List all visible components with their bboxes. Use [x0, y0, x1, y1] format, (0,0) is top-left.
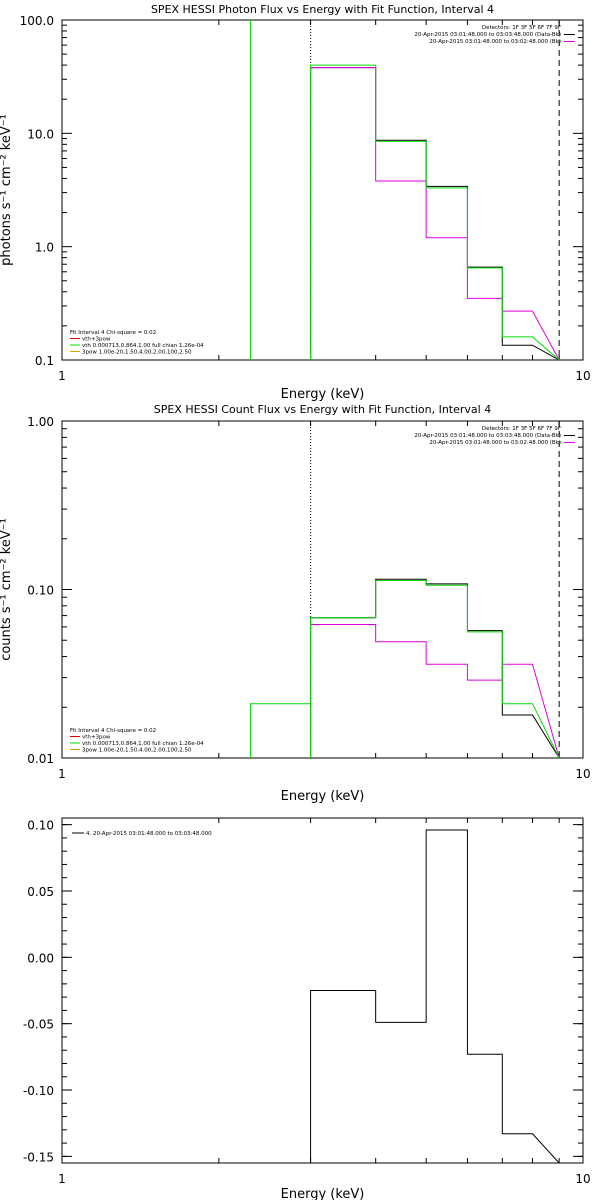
y-tick-label: 0.01 [27, 752, 54, 766]
y-tick-label: 0.1 [35, 354, 54, 368]
chart-title-2: SPEX HESSI Count Flux vs Energy with Fit… [154, 403, 491, 416]
plot-data-1 [249, 20, 560, 360]
legend-fit-entry: Fit Interval 4 Chi-square = 0.02 [70, 728, 156, 734]
plot-data-2 [249, 421, 560, 758]
chart-title-1: SPEX HESSI Photon Flux vs Energy with Fi… [151, 3, 494, 16]
plot-frame-2 [61, 420, 584, 759]
y-tick-label: 1.0 [35, 241, 54, 255]
legend-bkg-interval: 20-Apr-2015 03:01:48.000 to 03:02:48.000… [429, 39, 561, 45]
y-tick-label: 0.10 [27, 819, 54, 833]
legend-fit-entry: vth 0.000713,0.864,1.00 full chian 1.26e… [82, 741, 204, 747]
plot-frame-3 [61, 817, 584, 1164]
series-step-model [310, 580, 560, 758]
legend-residual-entry: 4. 20-Apr-2015 03:01:48.000 to 03:03:48.… [86, 831, 212, 837]
legend-fit-entry: 3pow 1.00e-20,1.50,4.00,2.00,100,2.50 [82, 350, 192, 356]
legend-fit-entry: vth+3pow [82, 337, 111, 343]
series-step-model [310, 64, 560, 360]
y-axis-label-1: photons s⁻¹ cm⁻² keV⁻¹ [0, 114, 14, 266]
x-tick-label: 10 [575, 767, 590, 781]
y-tick-label: -0.05 [23, 1018, 54, 1032]
series-step-4-20-apr-2015-03-01-48-000-to-03-03-48-000 [310, 829, 560, 1163]
x-tick-label: 10 [575, 1172, 590, 1186]
y-tick-label: 10.0 [27, 127, 54, 141]
legend-data-interval: 20-Apr-2015 03:01:48.000 to 03:03:48.000… [414, 433, 561, 439]
plot-data-3 [310, 829, 560, 1163]
y-tick-label: 0.00 [27, 951, 54, 965]
x-axis-label-1: Energy (keV) [281, 387, 365, 402]
series-step-data [310, 578, 560, 758]
y-tick-label: -0.15 [23, 1150, 54, 1164]
legend-detectors: Detectors: 1F 3F 5F 6F 7F 9F [482, 25, 561, 31]
x-tick-label: 1 [58, 369, 66, 383]
model-low-bin-step [249, 703, 312, 758]
series-step-bkg [310, 67, 560, 360]
y-tick-label: 1.00 [27, 415, 54, 429]
panel-1: SPEX HESSI Photon Flux vs Energy with Fi… [0, 3, 591, 402]
legend-detectors: Detectors: 1F 3F 5F 6F 7F 9F [482, 426, 561, 432]
legend-fit-entry: Fit Interval 4 Chi-square = 0.02 [70, 330, 156, 336]
x-axis-label-3: Energy (keV) [281, 1187, 365, 1200]
y-tick-label: 100.0 [20, 14, 54, 28]
panel-3: Energy (keV) 1 10 0.10 0.05 0.00 -0.05 -0.10 -0.… [23, 817, 591, 1200]
legend-fit-entry: vth+3pow [82, 735, 111, 741]
x-tick-label: 1 [58, 1172, 66, 1186]
y-tick-label: 0.05 [27, 885, 54, 899]
series-step-data [310, 67, 560, 360]
panel-2: SPEX HESSI Count Flux vs Energy with Fit… [0, 403, 591, 804]
x-tick-label: 1 [58, 767, 66, 781]
legend-fit-entry: vth 0.000713,0.864,1.00 full chian 1.26e… [82, 343, 204, 349]
y-axis-label-2: counts s⁻¹ cm⁻² keV⁻¹ [0, 518, 14, 661]
x-axis-label-2: Energy (keV) [281, 789, 365, 804]
y-tick-label: 0.10 [27, 584, 54, 598]
x-tick-label: 10 [575, 369, 590, 383]
legend-fit-entry: 3pow 1.00e-20,1.50,4.00,2.00,100,2.50 [82, 748, 192, 754]
legend-data-interval: 20-Apr-2015 03:01:48.000 to 03:03:48.000… [414, 32, 561, 38]
series-step-bkg [310, 623, 560, 758]
y-tick-label: -0.10 [23, 1084, 54, 1098]
plot-frame-1 [61, 19, 584, 361]
legend-bkg-interval: 20-Apr-2015 03:01:48.000 to 03:02:48.000… [429, 440, 561, 446]
